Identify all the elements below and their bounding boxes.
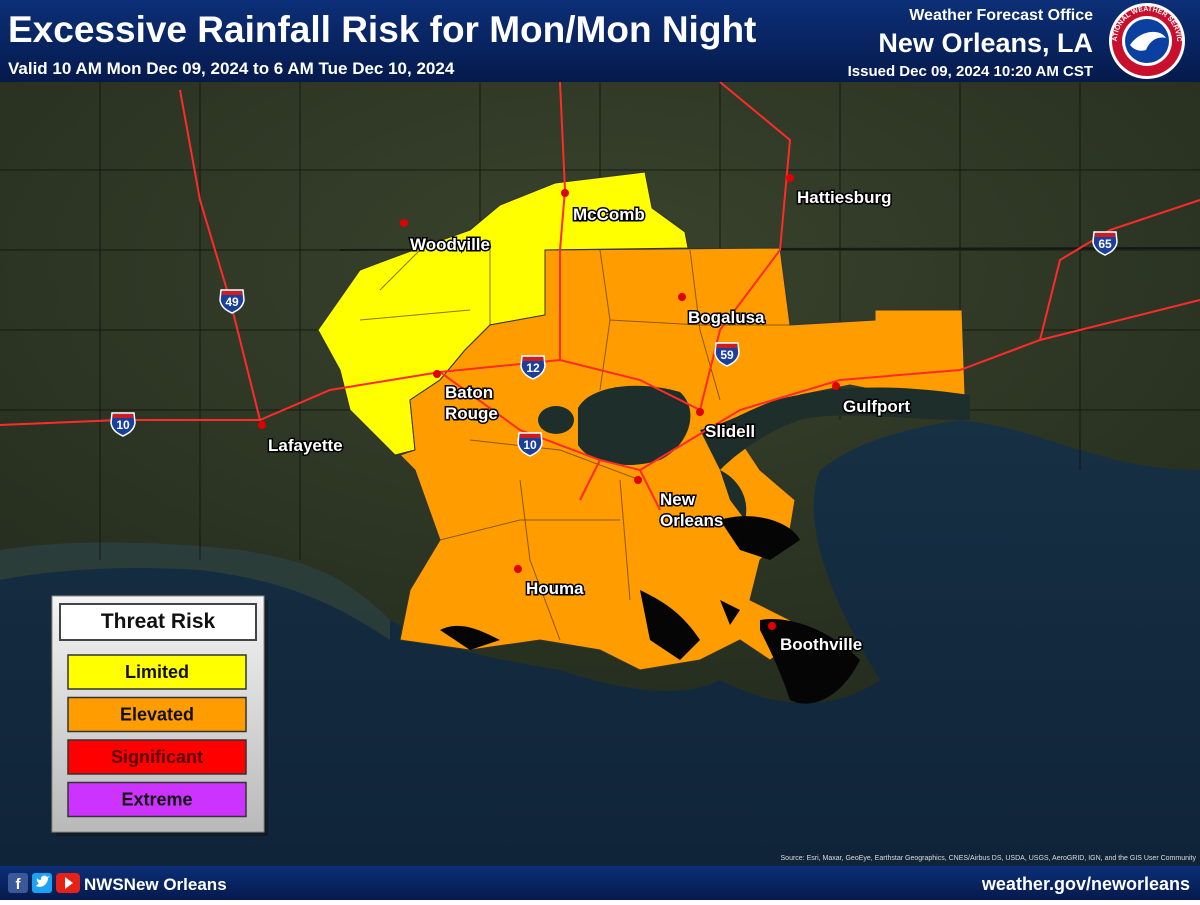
footer-bar xyxy=(0,866,1200,900)
interstate-number: 59 xyxy=(720,348,734,362)
shield-top xyxy=(113,414,133,418)
interstate-shield xyxy=(714,342,740,367)
shield-top xyxy=(222,291,242,295)
interstate-number: 12 xyxy=(526,361,540,375)
parish-lines xyxy=(359,240,790,641)
interstate-shield xyxy=(517,432,543,457)
city-dot xyxy=(433,370,441,378)
city-label: Baton xyxy=(445,383,493,402)
interstate-number: 65 xyxy=(1098,237,1112,251)
legend-label: Significant xyxy=(111,747,203,767)
city-dot xyxy=(634,476,642,484)
city-dot xyxy=(832,382,840,390)
social-icons[interactable]: f xyxy=(8,873,80,893)
city-label: Orleans xyxy=(660,511,723,530)
city-dot xyxy=(768,622,776,630)
shield-top xyxy=(520,434,540,438)
title: Excessive Rainfall Risk for Mon/Mon Nigh… xyxy=(8,9,756,50)
city-label: New xyxy=(660,490,696,509)
city-label: Slidell xyxy=(705,422,755,441)
water xyxy=(538,385,970,520)
city-dot xyxy=(678,293,686,301)
interstate-number: 10 xyxy=(523,438,537,452)
legend-label: Elevated xyxy=(120,705,194,725)
city-dot xyxy=(561,189,569,197)
shield-top xyxy=(1095,233,1115,237)
city-label: Woodville xyxy=(410,235,490,254)
city-label: Hattiesburg xyxy=(797,188,891,207)
interstates: 49 12 59 10 10 65 xyxy=(110,231,1118,457)
interstate-shield xyxy=(1092,231,1118,256)
interstate-shield xyxy=(520,355,546,380)
city-dot xyxy=(786,174,794,182)
city-label: Gulfport xyxy=(843,397,910,416)
shield-top xyxy=(523,357,543,361)
issued-time: Issued Dec 09, 2024 10:20 AM CST xyxy=(848,63,1093,80)
city-dot xyxy=(400,219,408,227)
header-bar xyxy=(0,0,1200,82)
city-label: Boothville xyxy=(780,635,862,654)
interstate-shield xyxy=(110,412,136,437)
website[interactable]: weather.gov/neworleans xyxy=(981,874,1190,894)
legend-label: Limited xyxy=(125,662,189,682)
roads xyxy=(0,81,1200,511)
source: Source: Esri, Maxar, GeoEye, Earthstar G… xyxy=(781,855,1197,862)
legend-swatch xyxy=(67,781,247,818)
city-dot xyxy=(696,408,704,416)
interstate-shield xyxy=(219,289,245,314)
interstate-number: 10 xyxy=(116,418,130,432)
legend-title: Threat Risk xyxy=(101,610,216,633)
legend-label: Extreme xyxy=(121,790,192,810)
shield-top xyxy=(717,344,737,348)
legend-swatch xyxy=(67,696,247,733)
legend-title-box xyxy=(59,603,257,641)
city-dot xyxy=(258,421,266,429)
social-handle[interactable]: NWSNew Orleans xyxy=(84,875,227,894)
cities: McComb Hattiesburg Woodville Bogalusa Baton R… xyxy=(258,174,912,656)
city-label: Bogalusa xyxy=(688,308,765,327)
legend-items: Limited Elevated Significant Extreme xyxy=(67,654,247,818)
city-label: Lafayette xyxy=(268,436,343,455)
marsh xyxy=(440,516,860,704)
legend: Threat Risk Limited Elevated Significant Ex… xyxy=(51,595,268,836)
shelf xyxy=(0,542,390,640)
legend-swatch xyxy=(67,654,247,690)
city-label: Rouge xyxy=(445,404,498,423)
city-label: Houma xyxy=(526,579,584,598)
office-label: Weather Forecast Office xyxy=(909,7,1093,24)
city-dot xyxy=(514,565,522,573)
office-name: New Orleans, LA xyxy=(878,28,1093,58)
valid-time: Valid 10 AM Mon Dec 09, 2024 to 6 AM Tue… xyxy=(8,59,455,78)
svg-text:f: f xyxy=(16,876,22,893)
legend-swatch xyxy=(67,739,247,775)
interstate-number: 49 xyxy=(225,295,239,309)
city-label: McComb xyxy=(573,205,645,224)
